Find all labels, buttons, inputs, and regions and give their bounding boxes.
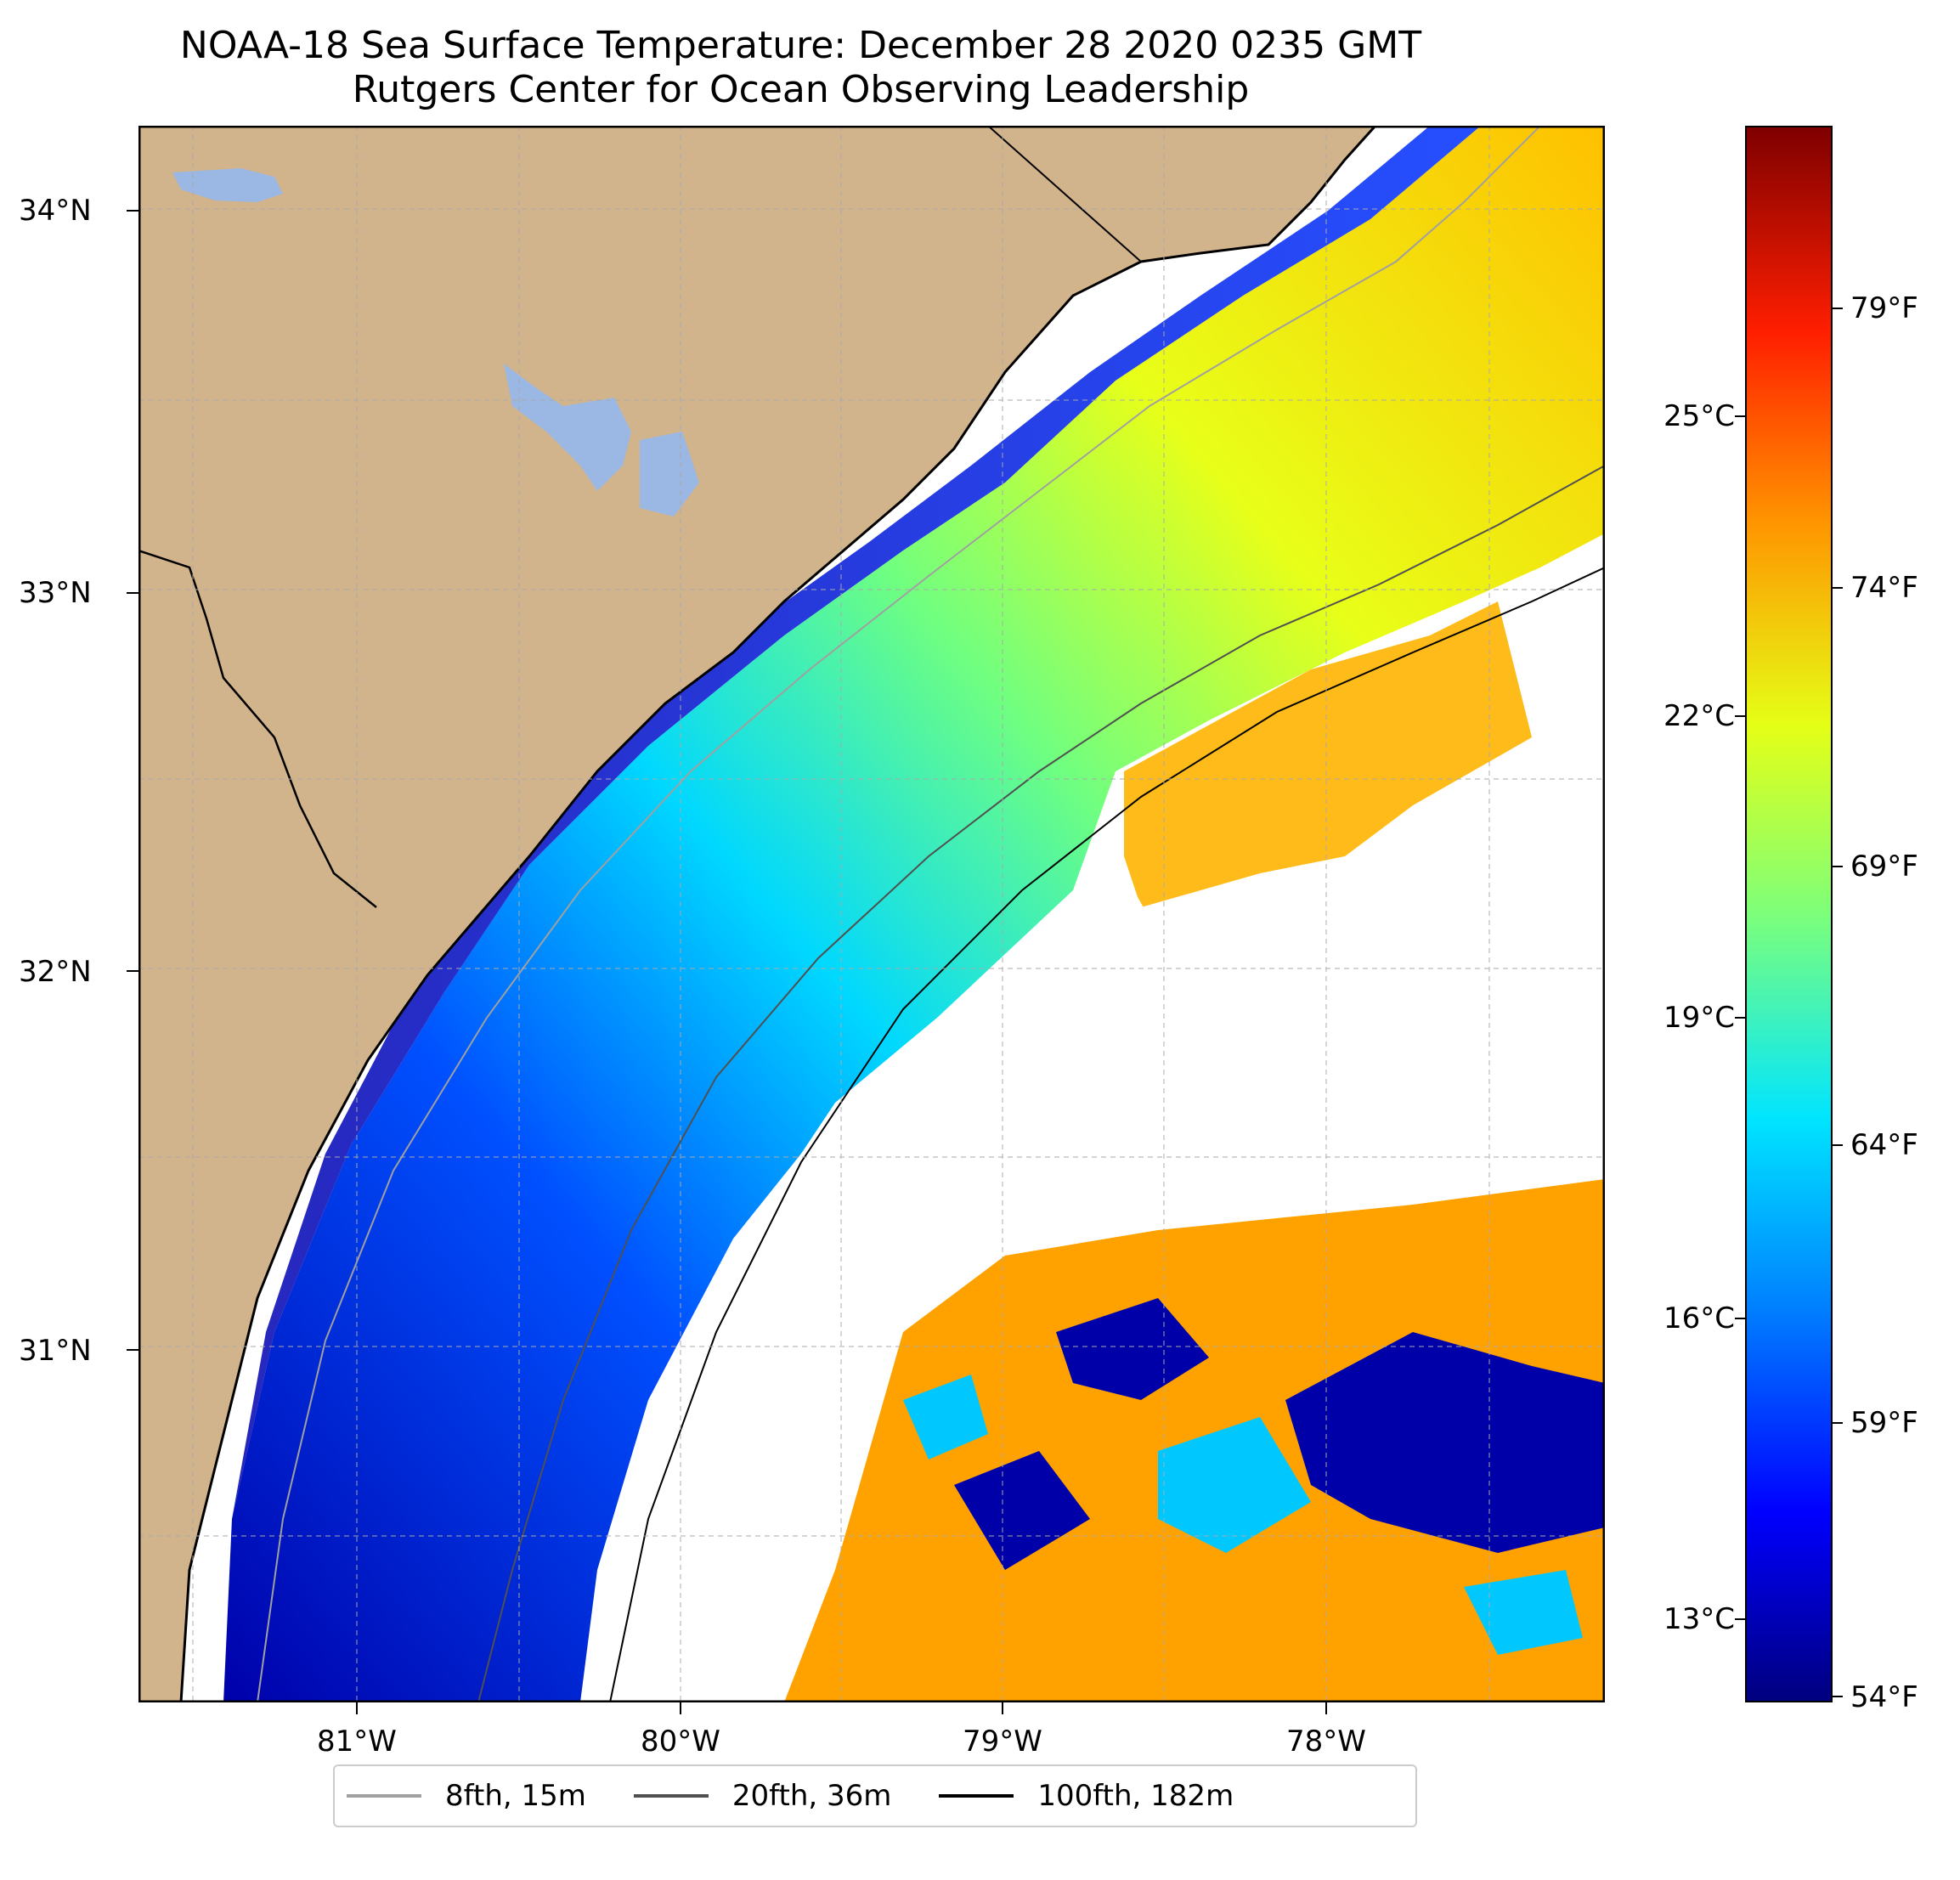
lon-tick [1325,1702,1327,1714]
figure-subtitle: Rutgers Center for Ocean Observing Leade… [352,68,1250,111]
colorbar-tick [1735,1017,1745,1019]
colorbar-label-54f: 54°F [1850,1680,1918,1714]
legend-swatch-20fth [633,1794,709,1798]
lon-label-79: 79°W [963,1725,1042,1759]
legend-label-8fth: 8fth, 15m [445,1779,586,1813]
state-border [138,549,377,908]
colorbar-label-79f: 79°F [1850,291,1918,325]
legend-item-20fth: 20fth, 36m [633,1779,892,1813]
lat-label-31: 31°N [19,1334,92,1368]
isobath-20fth [477,465,1605,1702]
colorbar-tick [1833,1144,1843,1146]
lat-tick [127,592,138,594]
legend-label-20fth: 20fth, 36m [731,1779,892,1813]
colorbar [1745,126,1833,1702]
lon-tick [356,1702,358,1714]
lake-marion [504,364,631,491]
lat-tick [127,210,138,212]
lon-label-81: 81°W [317,1725,397,1759]
sst-map [138,126,1605,1702]
colorbar-label-74f: 74°F [1850,571,1918,605]
lake-north [172,168,283,202]
noisy-cyan-patches [903,1375,1583,1655]
lon-label-78: 78°W [1286,1725,1366,1759]
map-gridlines [138,126,1605,1702]
noisy-cold-patches [954,1298,1605,1570]
state-border-north [987,126,1142,263]
sst-field-shelf [223,126,1605,1702]
cloud-mask [580,873,1605,1702]
sst-field-warm-patch [1124,601,1532,907]
colorbar-tick [1833,866,1843,867]
colorbar-tick [1833,308,1843,309]
isobath-100fth [609,567,1605,1702]
sst-map-canvas [138,126,1605,1702]
lon-tick [680,1702,681,1714]
legend-swatch-100fth [939,1794,1014,1798]
coastline [179,126,1377,1702]
colorbar-label-64f: 64°F [1850,1128,1918,1162]
colorbar-label-25c: 25°C [1663,399,1735,433]
colorbar-label-69f: 69°F [1850,850,1918,884]
land [138,126,1375,1702]
legend-label-100fth: 100fth, 182m [1037,1779,1234,1813]
legend-item-100fth: 100fth, 182m [939,1779,1234,1813]
lon-label-80: 80°W [641,1725,720,1759]
lat-label-34: 34°N [19,194,92,228]
colorbar-tick [1833,1696,1843,1697]
colorbar-tick [1735,1618,1745,1620]
lon-tick [1002,1702,1003,1714]
colorbar-tick [1735,415,1745,417]
colorbar-label-13c: 13°C [1663,1602,1735,1636]
colorbar-label-22c: 22°C [1663,699,1735,733]
colorbar-label-59f: 59°F [1850,1406,1918,1440]
colorbar-label-16c: 16°C [1663,1301,1735,1335]
colorbar-label-19c: 19°C [1663,1001,1735,1035]
lat-label-33: 33°N [19,576,92,610]
lat-tick [127,970,138,972]
colorbar-tick [1735,715,1745,717]
colorbar-tick [1735,1318,1745,1319]
isobath-8fth [257,126,1541,1702]
lat-tick [127,1349,138,1351]
lat-label-32: 32°N [19,955,92,989]
figure-title: NOAA-18 Sea Surface Temperature: Decembe… [179,24,1422,67]
legend-swatch-8fth [347,1794,421,1798]
lake-moultrie [640,432,699,517]
legend-item-8fth: 8fth, 15m [347,1779,586,1813]
colorbar-tick [1833,587,1843,589]
colorbar-tick [1833,1422,1843,1424]
isobath-legend: 8fth, 15m 20fth, 36m 100fth, 182m [333,1764,1417,1827]
